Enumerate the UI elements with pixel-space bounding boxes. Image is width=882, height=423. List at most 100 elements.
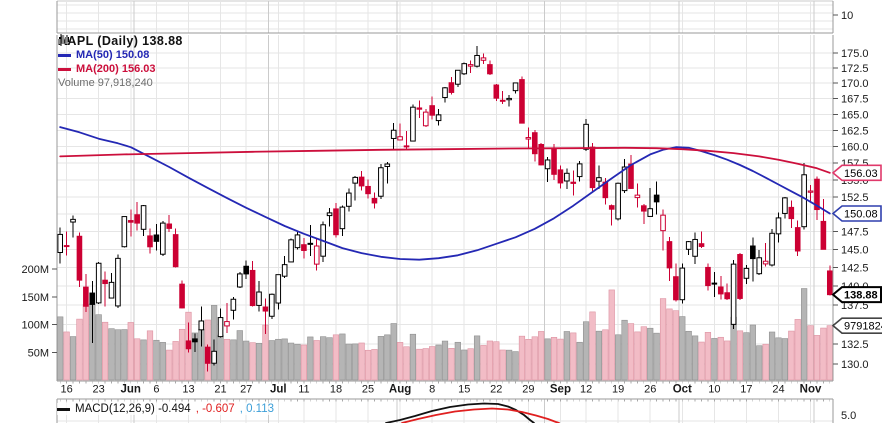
legend-symbol-row: AAPL (Daily) 138.88 — [58, 34, 183, 48]
ma200-line — [59, 146, 831, 174]
volume-bar — [223, 338, 231, 381]
candle-body — [666, 241, 673, 269]
candle-body — [544, 159, 551, 170]
candle-body — [294, 234, 301, 249]
candle-body — [301, 244, 307, 251]
close-badge-shape — [831, 286, 882, 304]
x-axis-label: Oct — [673, 384, 692, 396]
candle-body — [108, 281, 115, 299]
candle-body — [262, 306, 269, 312]
price-axis-label: 172.5 — [841, 63, 869, 75]
x-axis-label: Aug — [389, 384, 411, 396]
candle-body — [127, 220, 134, 223]
candle-body — [557, 169, 564, 184]
candle-body — [628, 163, 634, 189]
candle-body — [147, 235, 153, 248]
volume-bar — [544, 338, 551, 381]
volume-bar — [172, 341, 179, 381]
volume-axis-label: 150M — [21, 292, 49, 304]
candle-body — [288, 239, 294, 263]
volume-bar — [384, 334, 391, 381]
candle-body — [211, 350, 217, 364]
x-axis-label: 16 — [60, 384, 72, 396]
volume-bar — [57, 316, 64, 381]
volume-badge: 97918240 — [831, 317, 882, 334]
ma50-line — [59, 126, 831, 261]
macd-signal-line — [401, 407, 560, 423]
macd-signal-value: , -0.607 — [195, 403, 235, 415]
candle-body — [384, 163, 391, 167]
volume-bar — [801, 288, 808, 381]
candle-body — [230, 298, 237, 311]
volume-bar — [294, 343, 301, 381]
candle-body — [160, 222, 166, 255]
volume-bar — [461, 349, 468, 381]
price-axis-label: 142.5 — [841, 263, 869, 275]
volume-bar — [114, 329, 122, 381]
volume-bar — [518, 335, 526, 381]
candle-body — [564, 172, 570, 182]
candle-body — [660, 214, 666, 232]
volume-bar — [95, 314, 102, 381]
volume-bar — [371, 349, 378, 381]
x-axis-label: Sep — [550, 384, 571, 396]
volume-bar — [255, 342, 263, 381]
volume-axis-label: 50M — [28, 347, 49, 359]
candle-body — [531, 132, 538, 155]
volume-bar — [121, 329, 128, 381]
volume-bar — [538, 331, 545, 381]
volume-bar — [595, 330, 603, 381]
candle-body — [461, 63, 468, 75]
volume-bar — [788, 330, 795, 381]
candle-body — [769, 232, 775, 266]
candle-body — [525, 137, 532, 140]
volume-bar — [454, 341, 461, 381]
candle-body — [185, 340, 192, 350]
volume-bar — [101, 321, 109, 381]
volume-bar — [679, 316, 686, 381]
x-axis-label: 21 — [214, 384, 226, 396]
ma50-line-icon — [58, 53, 71, 57]
candle-body — [346, 192, 352, 207]
candle-body — [57, 233, 64, 253]
volume-bar — [659, 298, 667, 381]
volume-bar — [134, 338, 141, 381]
candle-body — [134, 214, 140, 224]
candle-body — [698, 243, 705, 247]
candle-body — [378, 167, 384, 197]
candle-body — [333, 208, 339, 236]
volume-bar — [63, 331, 70, 381]
volume-bar — [467, 348, 474, 381]
volume-bar — [615, 334, 622, 381]
volume-bar — [486, 340, 493, 381]
volume-bar — [320, 336, 327, 381]
volume-bar — [627, 323, 635, 381]
ma200-badge-text: 156.03 — [844, 168, 878, 180]
candle-body — [243, 265, 249, 275]
volume-bar — [499, 349, 506, 381]
candle-body — [814, 178, 820, 211]
ma200-label: MA(200) 156.03 — [76, 63, 156, 75]
volume-bar — [76, 318, 83, 381]
volume-bar — [640, 326, 647, 381]
candle-body — [217, 317, 224, 338]
candle-body — [326, 212, 333, 217]
candle-body — [807, 190, 814, 193]
volume-bar — [672, 310, 679, 381]
price-axis-label: 162.5 — [841, 125, 869, 137]
volume-bar — [249, 342, 256, 381]
volume-bar — [390, 323, 397, 381]
volume-bar — [698, 341, 705, 381]
candle-body — [70, 218, 76, 223]
candle-body — [480, 57, 487, 61]
x-axis-label: 11 — [298, 384, 309, 396]
candle-body — [256, 291, 262, 306]
candle-body — [717, 286, 724, 295]
x-axis-label: 27 — [240, 384, 252, 396]
volume-bar — [352, 343, 359, 381]
volume-bar — [749, 324, 756, 381]
volume-bar — [358, 342, 365, 381]
candle-body — [83, 286, 89, 307]
volume-bar — [326, 337, 333, 381]
candle-body — [487, 64, 493, 75]
